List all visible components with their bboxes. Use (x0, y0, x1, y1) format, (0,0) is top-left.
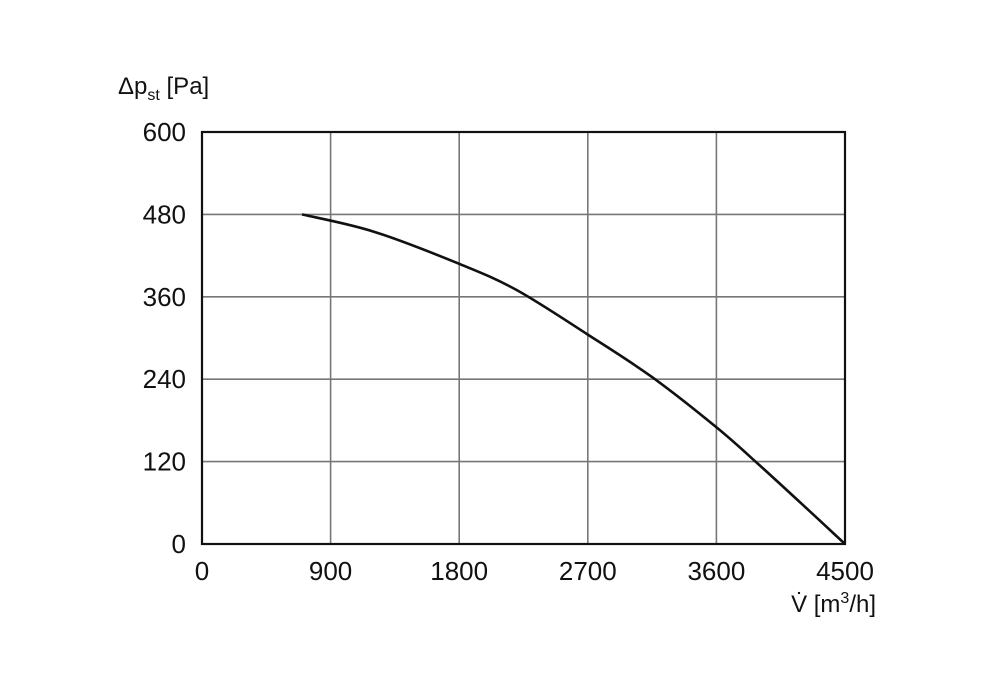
x-tick-label-5: 4500 (816, 556, 874, 586)
x-tick-label-1: 900 (309, 556, 352, 586)
y-tick-label-0: 0 (172, 529, 186, 559)
x-tick-label-4: 3600 (687, 556, 745, 586)
grid-lines (202, 132, 845, 544)
x-tick-label-3: 2700 (559, 556, 617, 586)
y-tick-label-1: 120 (143, 447, 186, 477)
y-tick-labels: 0 120 240 360 480 600 (143, 117, 186, 559)
series-line-0 (301, 213, 846, 545)
x-tick-labels: 0 900 1800 2700 3600 4500 (195, 556, 874, 586)
x-tick-label-0: 0 (195, 556, 209, 586)
series-layer (301, 213, 846, 545)
x-tick-label-2: 1800 (430, 556, 488, 586)
y-tick-label-3: 360 (143, 282, 186, 312)
plot-frame (200, 130, 847, 546)
y-tick-label-2: 240 (143, 364, 186, 394)
y-tick-label-5: 600 (143, 117, 186, 147)
y-axis-label: Δpst [Pa] (118, 73, 209, 104)
y-tick-label-4: 480 (143, 199, 186, 229)
x-axis-label: V̇ [m3/h] (791, 590, 876, 618)
